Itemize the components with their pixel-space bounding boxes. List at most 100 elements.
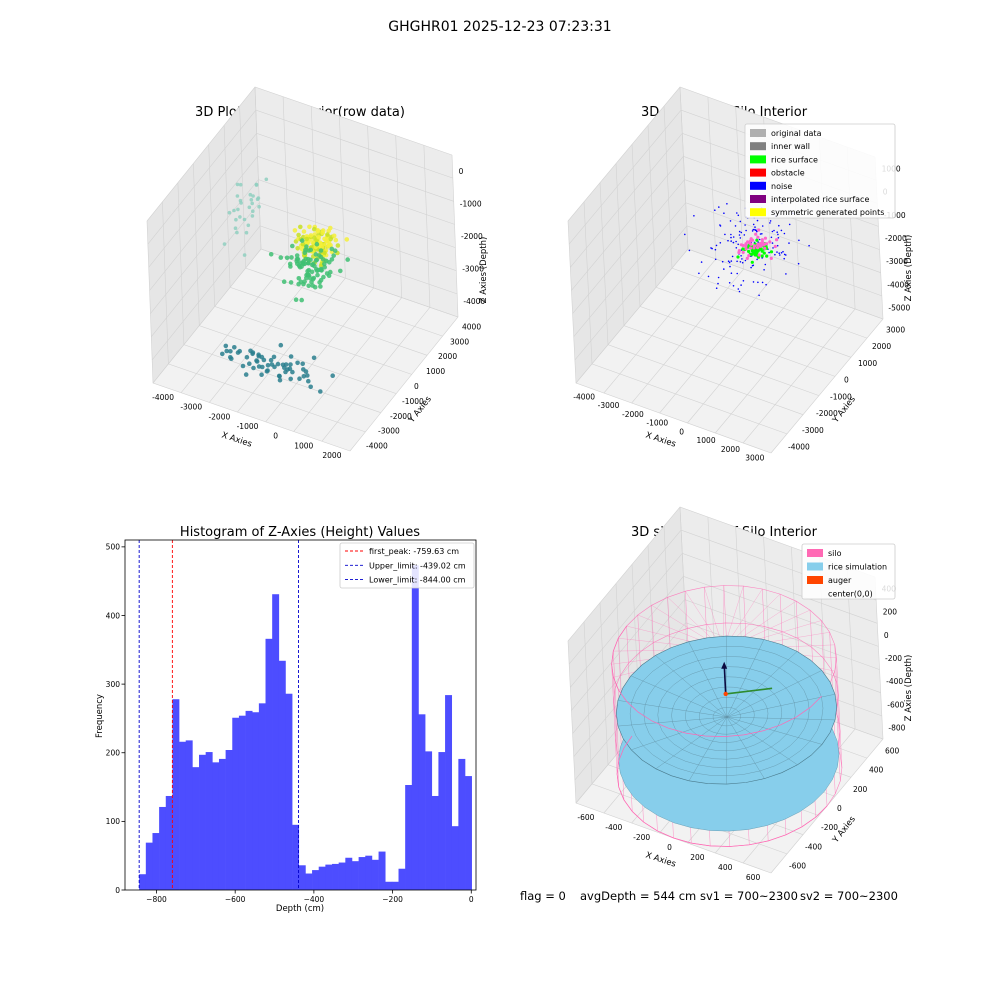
classify-point — [757, 241, 759, 243]
classify-point — [785, 273, 787, 275]
classify-point — [732, 236, 735, 238]
raw-data-point — [238, 182, 243, 187]
raw-data-point — [283, 369, 288, 375]
rice-mesh-spoke — [617, 700, 727, 718]
raw-data-z-tick-label: 0 — [459, 167, 464, 176]
classify-point — [769, 250, 774, 254]
histogram-bar — [152, 833, 160, 890]
simulation-z-tick-label: 0 — [884, 631, 889, 640]
simulation-legend-swatch — [807, 562, 823, 571]
classify-point — [747, 249, 751, 253]
classify-point — [759, 247, 763, 251]
classify-y-tick-label: 2000 — [872, 342, 891, 351]
simulation-legend-swatch — [807, 576, 823, 584]
simulation-y-tick-label: -200 — [821, 823, 838, 832]
raw-data-point — [294, 253, 300, 258]
raw-data-point — [224, 348, 229, 354]
histogram-bar — [165, 795, 173, 890]
classify-point — [763, 246, 767, 250]
classify-point — [808, 244, 810, 247]
simulation-legend-swatch — [807, 549, 823, 557]
histogram-bar — [345, 857, 353, 890]
classify-legend-swatch — [750, 208, 766, 217]
classify-point — [769, 220, 772, 222]
histogram-bars — [139, 565, 472, 890]
classify-point — [756, 243, 760, 247]
simulation-z-tick-label: 200 — [883, 608, 898, 617]
histogram-bar — [285, 693, 293, 890]
raw-data-point — [296, 276, 302, 281]
classify-point — [751, 230, 754, 232]
raw-data-point — [243, 372, 249, 377]
classify-point — [756, 235, 760, 239]
panel-raw-data-3d: 3D Plot of Silo Interior(row data) -4000… — [146, 86, 489, 460]
simulation-z-tick-label: -200 — [885, 654, 902, 663]
raw-data-point — [293, 297, 299, 303]
raw-data-point — [318, 248, 324, 253]
classify-point — [729, 265, 731, 268]
figure-suptitle: GHGHR01 2025-12-23 07:23:31 — [388, 19, 611, 35]
raw-data-point — [328, 269, 333, 275]
center-arrow-x — [725, 687, 773, 695]
rice-mesh-spoke — [688, 716, 727, 781]
histogram-bar — [405, 785, 413, 890]
classify-point — [688, 249, 691, 252]
histogram-bar — [205, 752, 213, 890]
raw-data-point — [234, 217, 238, 222]
raw-data-point — [298, 224, 303, 230]
classify-point — [752, 228, 755, 231]
raw-data-point — [232, 208, 236, 213]
raw-data-point — [299, 238, 305, 243]
classify-point — [765, 242, 769, 246]
classify-legend-swatch — [750, 195, 766, 203]
classify-point — [750, 260, 754, 264]
raw-data-point — [257, 204, 261, 209]
raw-data-point — [338, 268, 343, 274]
classify-point — [783, 232, 786, 235]
classify-point — [736, 255, 740, 259]
raw-data-point — [288, 280, 294, 285]
raw-data-point — [332, 248, 338, 253]
rice-mesh-spoke — [618, 716, 727, 727]
rice-mesh-spoke — [630, 675, 727, 718]
histogram-y-tick-label: 300 — [106, 680, 121, 689]
raw-data-point — [233, 226, 238, 230]
classify-point — [750, 252, 754, 256]
classify-point — [785, 254, 787, 256]
histogram-x-tick-label: −400 — [304, 895, 325, 904]
raw-data-y-tick-label: -1000 — [402, 397, 424, 406]
silo-strut — [834, 671, 841, 781]
raw-data-gridline-y — [193, 163, 397, 394]
classify-point — [723, 268, 725, 270]
classify-point — [747, 254, 751, 258]
raw-data-point — [254, 358, 259, 363]
classify-point — [760, 254, 764, 258]
raw-data-point — [239, 201, 243, 205]
raw-data-point — [271, 354, 277, 360]
raw-data-point — [317, 280, 322, 285]
raw-data-point — [318, 284, 323, 289]
classify-z-tick-label: -4000 — [887, 280, 909, 289]
classify-legend-label: symmetric generated points — [771, 208, 884, 217]
raw-data-point — [256, 352, 261, 358]
classify-point — [788, 223, 791, 226]
classify-point — [724, 233, 726, 236]
classify-point — [780, 252, 783, 254]
raw-data-point — [277, 377, 283, 383]
histogram-bar — [139, 874, 147, 890]
classify-floor-pane — [576, 249, 883, 453]
simulation-y-tick-label: 600 — [885, 747, 900, 756]
classify-point — [736, 272, 738, 275]
classify-point — [750, 249, 754, 253]
classify-point — [714, 209, 716, 211]
classify-point — [757, 281, 759, 284]
classify-point — [744, 242, 748, 246]
rice-mesh-spoke — [655, 716, 727, 769]
histogram-bar — [458, 758, 466, 890]
classify-point — [737, 249, 742, 253]
raw-data-point — [240, 363, 246, 369]
histogram-y-tick-label: 500 — [106, 543, 121, 552]
histogram-ticks: −800 −600 −400 −200 0 0 100 200 300 400 500 — [106, 543, 474, 904]
classify-x-tick-label: -4000 — [573, 392, 595, 401]
classify-point — [730, 260, 733, 262]
